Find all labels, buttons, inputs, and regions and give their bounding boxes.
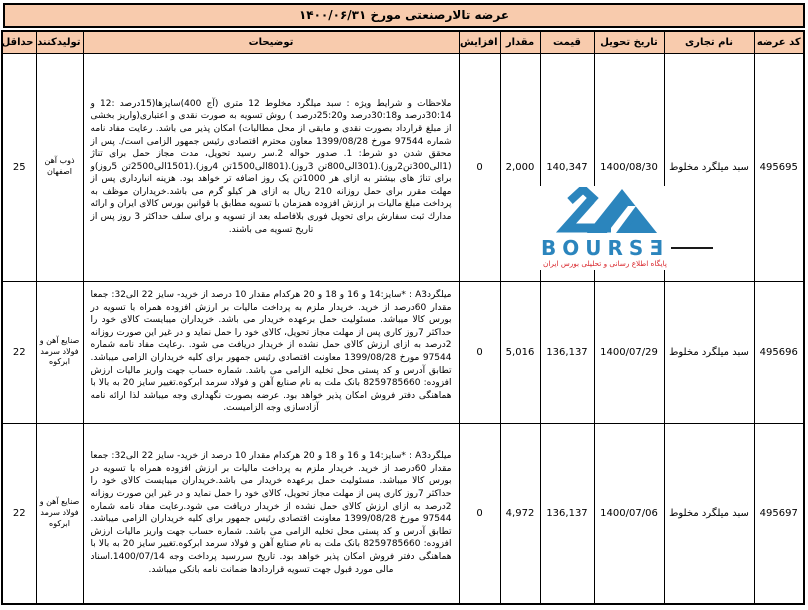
notes-text: میلگردA3 : *سایز:14 و 16 و 18 و 20 هرکدا… xyxy=(82,422,460,605)
offers-table: کد عرضه نام تجاری تاریخ تحویل قیمت مقدار… xyxy=(1,30,805,605)
col-header-price: قیمت xyxy=(539,30,595,54)
increase-value: 0 xyxy=(458,52,501,282)
col-header-increase: افزایش xyxy=(458,30,501,54)
offer-table-sheet: عرضه تالارصنعتی مورخ ۱۴۰۰/۰۶/۳۱ کد عرضه … xyxy=(1,3,805,605)
col-header-producer: تولیدکننده xyxy=(35,30,84,54)
amount-value: 4,972 xyxy=(499,422,541,605)
minimum-value: 25 xyxy=(1,52,37,282)
bourse24-watermark: BOURSƎ پایگاه اطلاع رسانی و تحلیلی بورس … xyxy=(531,186,713,270)
brand-name: سبد میلگرد مخلوط xyxy=(663,280,755,424)
table-row: 495696 سبد میلگرد مخلوط 1400/07/29 136,1… xyxy=(1,280,805,424)
bourse24-logo-icon xyxy=(555,187,657,233)
notes-text: میلگردA3 : *سایز:14 و 16 و 18 و 20 هرکدا… xyxy=(82,280,460,424)
offer-code: 495697 xyxy=(753,422,805,605)
brand-name: سبد میلگرد مخلوط xyxy=(663,422,755,605)
offer-code: 495696 xyxy=(753,280,805,424)
bourse-logo-tagline: پایگاه اطلاع رسانی و تحلیلی بورس ایران xyxy=(543,259,667,268)
col-header-code: کد عرضه xyxy=(753,30,805,54)
increase-value: 0 xyxy=(458,280,501,424)
delivery-date: 1400/07/06 xyxy=(593,422,665,605)
amount-value: 5,016 xyxy=(499,280,541,424)
table-title: عرضه تالارصنعتی مورخ ۱۴۰۰/۰۶/۳۱ xyxy=(3,3,805,28)
offer-code: 495695 xyxy=(753,52,805,282)
col-header-notes: توضیحات xyxy=(82,30,460,54)
header-row: کد عرضه نام تجاری تاریخ تحویل قیمت مقدار… xyxy=(1,30,805,54)
price-value: 136,137 xyxy=(539,280,595,424)
col-header-brand: نام تجاری xyxy=(663,30,755,54)
col-header-amount: مقدار xyxy=(499,30,541,54)
delivery-date: 1400/07/29 xyxy=(593,280,665,424)
minimum-value: 22 xyxy=(1,422,37,605)
watermark-dash xyxy=(671,247,713,250)
price-value: 136,137 xyxy=(539,422,595,605)
bourse-logo-text: BOURSƎ xyxy=(541,236,669,260)
increase-value: 0 xyxy=(458,422,501,605)
producer-name: ذوب آهن اصفهان xyxy=(35,52,84,282)
minimum-value: 22 xyxy=(1,280,37,424)
notes-text: ملاحظات و شرایط ویژه : سبد میلگرد مخلوط … xyxy=(82,52,460,282)
table-row: 495697 سبد میلگرد مخلوط 1400/07/06 136,1… xyxy=(1,422,805,605)
col-header-delivery-date: تاریخ تحویل xyxy=(593,30,665,54)
producer-name: صنایع آهن و فولاد سرمد ابرکوه xyxy=(35,422,84,605)
col-header-minimum: حداقل xyxy=(1,30,37,54)
producer-name: صنایع آهن و فولاد سرمد ابرکوه xyxy=(35,280,84,424)
